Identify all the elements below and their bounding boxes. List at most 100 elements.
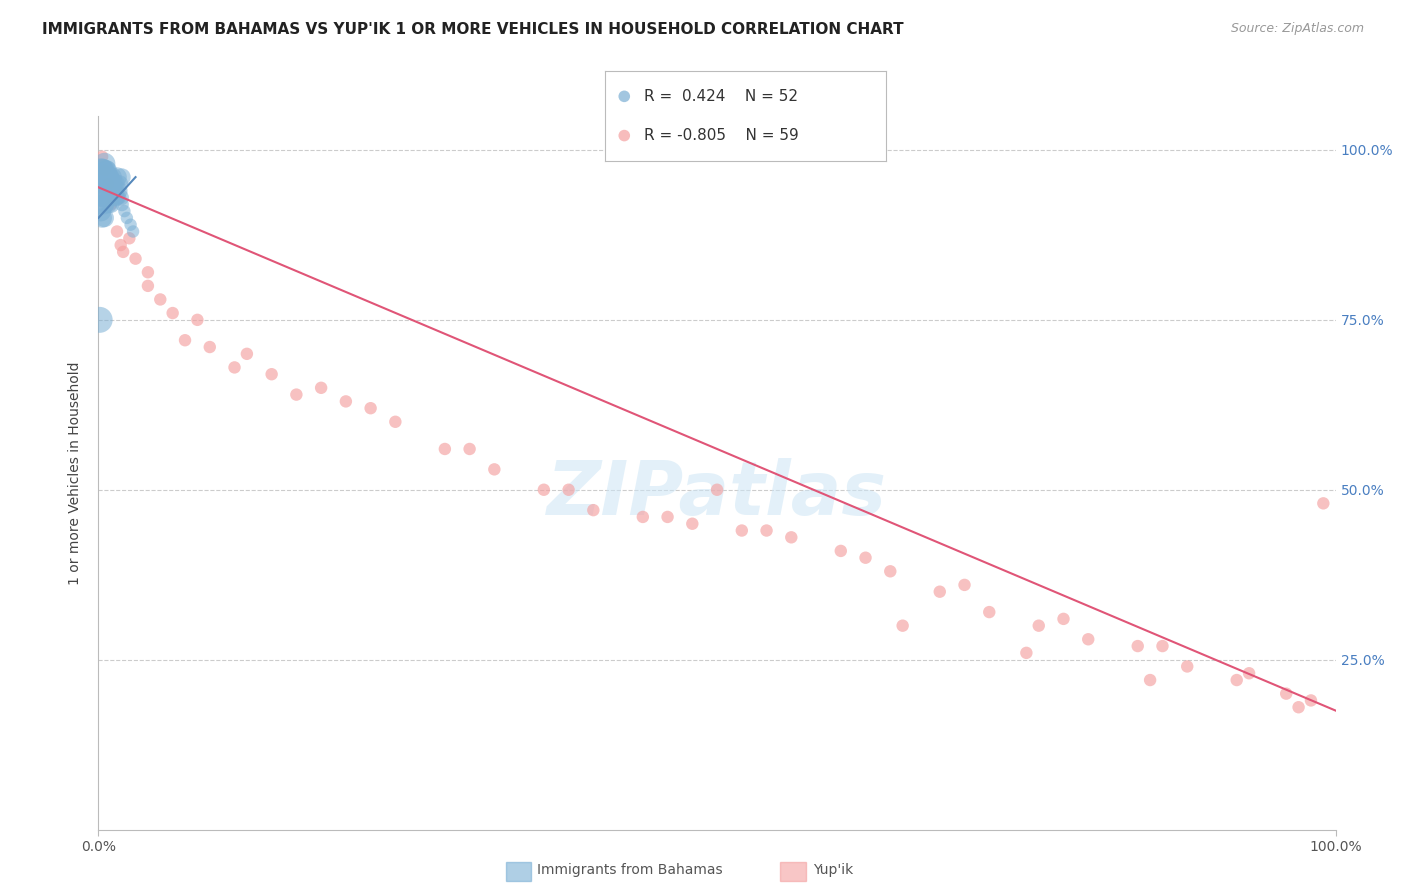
Text: Source: ZipAtlas.com: Source: ZipAtlas.com [1230, 22, 1364, 36]
Point [98, 190, 121, 204]
Text: Immigrants from Bahamas: Immigrants from Bahamas [537, 863, 723, 877]
Point [104, 184, 127, 198]
Point [89, 313, 111, 327]
Point [111, 170, 134, 185]
Point [89, 177, 111, 191]
Point [90, 204, 112, 219]
Point [855, 550, 877, 565]
Point [533, 483, 555, 497]
Point [1139, 673, 1161, 687]
Point [101, 170, 124, 185]
Point [780, 530, 803, 544]
Point [98, 170, 121, 185]
Point [97, 177, 120, 191]
Y-axis label: 1 or more Vehicles in Household: 1 or more Vehicles in Household [69, 361, 83, 584]
Point [149, 293, 172, 307]
Point [631, 510, 654, 524]
Point [103, 177, 125, 191]
Point [97, 170, 120, 185]
Point [111, 197, 134, 211]
Point [97, 177, 120, 191]
Point [93, 197, 115, 211]
Point [236, 347, 259, 361]
Point [91, 211, 114, 225]
Point [108, 177, 131, 191]
Point [105, 225, 128, 239]
Text: ZIPatlas: ZIPatlas [547, 458, 887, 531]
Point [104, 190, 127, 204]
Text: IMMIGRANTS FROM BAHAMAS VS YUP'IK 1 OR MORE VEHICLES IN HOUSEHOLD CORRELATION CH: IMMIGRANTS FROM BAHAMAS VS YUP'IK 1 OR M… [42, 22, 904, 37]
Point [433, 442, 456, 456]
Point [93, 163, 115, 178]
Point [681, 516, 703, 531]
Text: R =  0.424    N = 52: R = 0.424 N = 52 [644, 89, 799, 103]
Point [755, 524, 778, 538]
Point [98, 170, 121, 185]
Point [105, 184, 128, 198]
Point [100, 197, 122, 211]
Point [979, 605, 1001, 619]
Point [657, 510, 679, 524]
Point [706, 483, 728, 497]
Point [91, 150, 114, 164]
Point [94, 197, 117, 211]
Point [731, 524, 754, 538]
Point [103, 177, 125, 191]
Point [260, 368, 283, 382]
Point [93, 156, 115, 170]
Point [91, 184, 114, 198]
Point [112, 244, 135, 259]
Point [101, 177, 124, 191]
Point [224, 360, 246, 375]
Point [96, 170, 118, 185]
Point [1275, 687, 1298, 701]
Point [1237, 666, 1260, 681]
Point [100, 177, 122, 191]
Point [124, 252, 146, 266]
Point [1152, 639, 1174, 653]
Point [136, 278, 159, 293]
Point [103, 177, 125, 191]
Point [93, 177, 115, 191]
Point [93, 163, 115, 178]
Point [108, 190, 131, 204]
Point [557, 483, 579, 497]
Point [94, 177, 117, 191]
Point [1052, 612, 1074, 626]
Point [103, 184, 125, 198]
Point [1077, 632, 1099, 647]
Point [91, 170, 114, 185]
Point [582, 503, 605, 517]
Point [110, 190, 132, 204]
Point [100, 197, 122, 211]
Point [96, 190, 118, 204]
Point [1299, 693, 1322, 707]
Point [118, 231, 141, 245]
Point [1028, 618, 1050, 632]
Point [198, 340, 221, 354]
Point [384, 415, 406, 429]
Point [360, 401, 382, 416]
Point [186, 313, 208, 327]
Point [112, 204, 135, 219]
Point [1175, 659, 1198, 673]
Text: R = -0.805    N = 59: R = -0.805 N = 59 [644, 128, 799, 143]
Point [122, 225, 145, 239]
Point [891, 618, 914, 632]
Point [484, 462, 506, 476]
Point [174, 333, 197, 347]
Point [115, 211, 138, 225]
Point [285, 387, 308, 401]
Point [90, 190, 112, 204]
Point [93, 211, 115, 225]
Text: Yup'ik: Yup'ik [813, 863, 853, 877]
Point [1226, 673, 1249, 687]
Point [100, 170, 122, 185]
Point [136, 265, 159, 279]
Point [953, 578, 976, 592]
Point [928, 584, 950, 599]
Point [879, 564, 901, 578]
Point [458, 442, 481, 456]
Point [97, 197, 120, 211]
Point [1288, 700, 1310, 714]
